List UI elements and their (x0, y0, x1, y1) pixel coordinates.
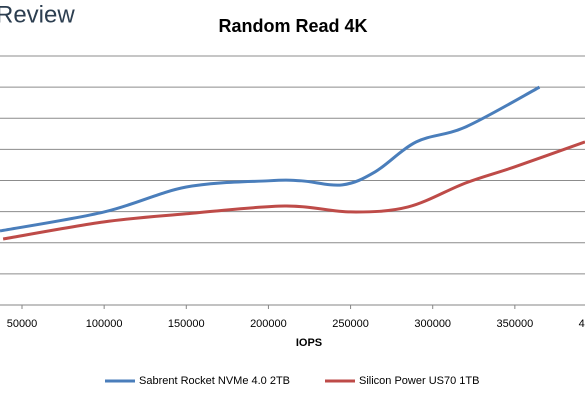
line-series (2, 140, 585, 241)
line-series (0, 85, 541, 233)
x-tick-label: 350000 (496, 318, 533, 330)
x-tick-label: 400000 (579, 318, 585, 330)
legend-label: Silicon Power US70 1TB (359, 375, 479, 387)
x-tick-label: 50000 (7, 318, 38, 330)
x-tick-label: 150000 (168, 318, 205, 330)
watermark: Review (0, 1, 75, 28)
x-tick-label: 200000 (250, 318, 287, 330)
chart-title: Random Read 4K (218, 16, 367, 36)
x-tick-label: 250000 (332, 318, 369, 330)
x-tick-label: 100000 (86, 318, 123, 330)
x-axis-label: IOPS (296, 337, 322, 349)
legend-label: Sabrent Rocket NVMe 4.0 2TB (139, 375, 290, 387)
x-tick-label: 300000 (414, 318, 451, 330)
